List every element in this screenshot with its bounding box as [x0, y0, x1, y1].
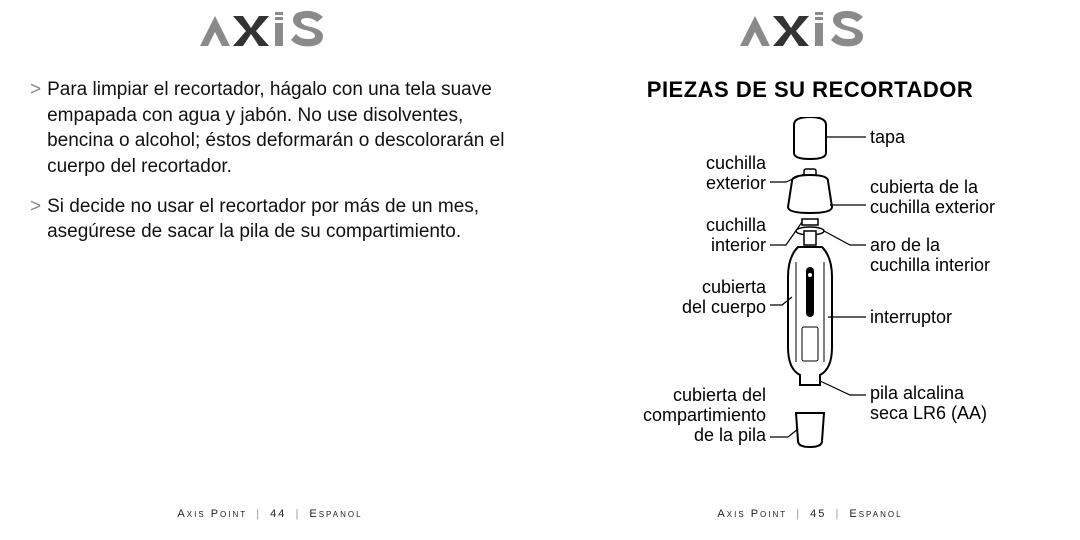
footer-sep: |: [291, 508, 304, 520]
label-ring-2: cuchilla interior: [870, 255, 990, 275]
label-outer-blade-1: cuchilla: [706, 153, 767, 173]
page-right: Piezas de su recortador: [540, 0, 1080, 540]
parts-diagram: cuchilla exterior cuchilla interior cubi…: [570, 117, 1050, 497]
bullet-text: Si decide no usar el recortador por más …: [47, 194, 510, 245]
label-switch: interruptor: [870, 307, 952, 327]
footer-sep: |: [831, 508, 844, 520]
section-heading: Piezas de su recortador: [570, 77, 1050, 103]
label-outer-blade-2: exterior: [706, 173, 766, 193]
footer-sep: |: [252, 508, 265, 520]
label-inner-blade-2: interior: [711, 235, 766, 255]
label-inner-blade-1: cuchilla: [706, 215, 767, 235]
bullet-marker: >: [30, 194, 47, 245]
part-cap: [794, 117, 826, 159]
footer-lang: Espanol: [309, 508, 362, 520]
page-footer-right: Axis Point | 45 | Espanol: [540, 508, 1080, 520]
page-footer-left: Axis Point | 44 | Espanol: [0, 508, 540, 520]
label-body-1: cubierta: [702, 277, 767, 297]
bullet-list: > Para limpiar el recortador, hágalo con…: [30, 77, 510, 245]
bullet-text: Para limpiar el recortador, hágalo con u…: [47, 77, 510, 180]
label-batt-cover-2: compartimiento: [643, 405, 766, 425]
part-inner-blade: [802, 219, 818, 225]
brand-logo-right: [570, 10, 1050, 57]
footer-page: 45: [810, 508, 826, 520]
bullet-item: > Para limpiar el recortador, hágalo con…: [30, 77, 510, 180]
part-battery-cover: [796, 413, 824, 447]
brand-logo-left: [30, 10, 510, 57]
label-batt-cover-1: cubierta del: [673, 385, 766, 405]
label-cap: tapa: [870, 127, 906, 147]
footer-page: 44: [270, 508, 286, 520]
label-body-2: del cuerpo: [682, 297, 766, 317]
label-ring-1: aro de la: [870, 235, 941, 255]
label-battery-1: pila alcalina: [870, 383, 965, 403]
footer-sep: |: [792, 508, 805, 520]
part-shaft: [804, 231, 816, 245]
footer-product: Axis Point: [177, 508, 247, 520]
label-batt-cover-3: de la pila: [694, 425, 767, 445]
bullet-marker: >: [30, 77, 47, 180]
label-outer-cover-2: cuchilla exterior: [870, 197, 995, 217]
page-left: > Para limpiar el recortador, hágalo con…: [0, 0, 540, 540]
footer-lang: Espanol: [849, 508, 902, 520]
label-battery-2: seca LR6 (AA): [870, 403, 987, 423]
footer-product: Axis Point: [717, 508, 787, 520]
part-outer-cover: [788, 175, 832, 213]
label-outer-cover-1: cubierta de la: [870, 177, 979, 197]
bullet-item: > Si decide no usar el recortador por má…: [30, 194, 510, 245]
